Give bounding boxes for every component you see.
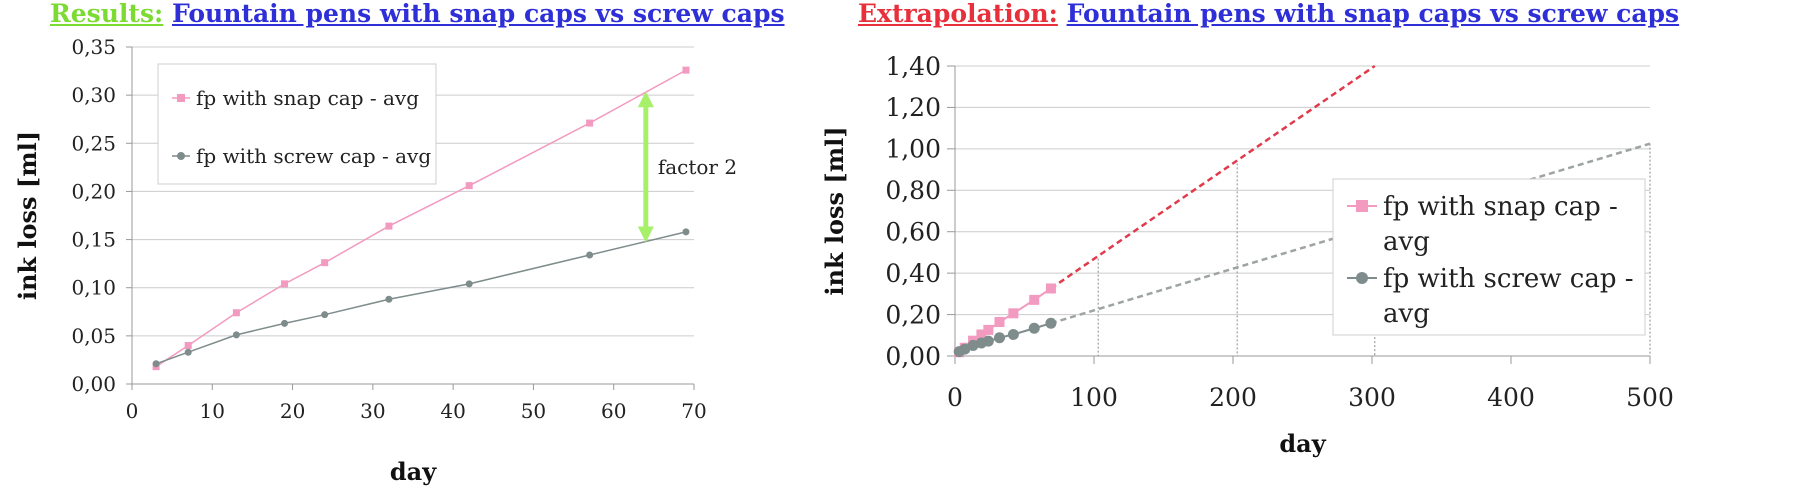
data-point	[1029, 294, 1040, 305]
y-tick-label: 1,00	[885, 135, 941, 164]
legend-box	[157, 63, 437, 185]
data-point	[465, 280, 473, 288]
legend-label: fp with snap cap - avg	[196, 86, 419, 110]
data-point	[682, 228, 690, 236]
title-prefix-results: Results:	[50, 0, 164, 28]
legend-marker	[177, 94, 185, 102]
x-tick-label: 50	[521, 399, 546, 423]
y-tick-label: 0,40	[885, 259, 941, 288]
x-tick-label: 10	[200, 399, 225, 423]
x-tick-label: 300	[1348, 383, 1396, 412]
chart-title-results: Results: Fountain pens with snap caps vs…	[50, 0, 785, 28]
y-tick-label: 0,60	[885, 217, 941, 246]
chart-results: 0,00 0,05 0,10 0,15 0,20 0,25 0,30 0,35 0 10 20 30 4…	[13, 35, 737, 486]
legend-marker	[1356, 272, 1368, 284]
x-axis-label: day	[390, 457, 437, 486]
trendline-fp-with-snap-cap-avg	[1050, 64, 1376, 290]
data-point	[994, 317, 1005, 328]
data-point	[321, 259, 329, 267]
chart-title-extrapolation: Extrapolation: Fountain pens with snap c…	[858, 0, 1679, 28]
data-point	[586, 251, 594, 259]
legend-marker	[177, 152, 185, 160]
x-tick-label: 0	[126, 399, 139, 423]
data-point	[1007, 328, 1019, 340]
annotation-label: factor 2	[658, 155, 737, 179]
data-point	[385, 222, 393, 230]
factor-arrow	[637, 91, 654, 243]
y-tick-label: 0,35	[71, 35, 116, 59]
data-point	[1008, 308, 1019, 319]
x-tick-label: 0	[947, 383, 963, 412]
data-point	[385, 295, 393, 303]
y-tick-label: 0,00	[885, 342, 941, 371]
x-tick-label: 200	[1209, 383, 1257, 412]
data-point	[959, 343, 971, 355]
y-tick-label: 1,40	[885, 52, 941, 81]
y-tick-label: 0,30	[71, 83, 116, 107]
x-tick-label: 100	[1070, 383, 1118, 412]
x-tick-label: 30	[360, 399, 385, 423]
y-tick-label: 0,20	[71, 179, 116, 203]
legend: fp with snap cap - avg fp with screw cap …	[157, 63, 437, 185]
legend-label: fp with screw cap - avg	[196, 144, 431, 168]
data-point	[184, 341, 192, 349]
data-point	[465, 182, 473, 190]
y-tick-label: 0,80	[885, 176, 941, 205]
y-tick-label: 0,15	[71, 228, 116, 252]
data-point	[1028, 322, 1040, 334]
y-axis-label: ink loss [ml]	[820, 126, 849, 295]
data-point	[993, 332, 1005, 344]
legend-label: fp with screw cap -avg	[1383, 264, 1634, 329]
title-prefix-extrapolation: Extrapolation:	[858, 0, 1058, 28]
arrow-head-up	[637, 91, 654, 108]
data-point	[281, 319, 289, 327]
data-point	[983, 324, 994, 335]
legend: fp with snap cap -avg fp with screw cap -…	[1332, 178, 1646, 336]
data-point	[152, 360, 160, 368]
data-point	[184, 348, 192, 356]
y-tick-label: 0,25	[71, 131, 116, 155]
data-point	[281, 280, 289, 288]
title-main-results: Fountain pens with snap caps vs screw ca…	[172, 0, 785, 28]
data-point	[982, 335, 994, 347]
y-axis-label: ink loss [ml]	[13, 131, 42, 300]
legend-item: fp with screw cap - avg	[172, 144, 431, 168]
legend-box	[1332, 178, 1646, 336]
y-tick-label: 0,20	[885, 300, 941, 329]
data-point	[232, 331, 240, 339]
legend-item: fp with snap cap -avg	[1347, 192, 1618, 257]
legend-label: fp with snap cap -avg	[1383, 192, 1618, 257]
x-tick-label: 500	[1626, 383, 1674, 412]
x-tick-label: 70	[681, 399, 706, 423]
y-tick-label: 0,00	[71, 372, 116, 396]
legend-item: fp with snap cap - avg	[172, 86, 419, 110]
y-tick-label: 1,20	[885, 93, 941, 122]
title-main-extrapolation: Fountain pens with snap caps vs screw ca…	[1066, 0, 1680, 28]
legend-marker	[1356, 200, 1368, 212]
x-tick-label: 40	[440, 399, 465, 423]
x-tick-label: 400	[1487, 383, 1535, 412]
legend-item: fp with screw cap -avg	[1347, 264, 1634, 329]
chart-extrapolation: 0,00 0,20 0,40 0,60 0,80 1,00 1,20 1,40 0 100 200 3…	[820, 52, 1674, 458]
x-tick-label: 60	[601, 399, 626, 423]
series-line-fp-with-screw-cap-avg	[155, 231, 687, 365]
data-point	[967, 339, 979, 351]
data-point	[321, 311, 329, 319]
x-axis-label: day	[1279, 429, 1326, 458]
data-point	[586, 119, 594, 127]
arrow-head-down	[637, 226, 654, 243]
data-point	[232, 309, 240, 317]
data-point	[682, 66, 690, 74]
data-point	[976, 329, 987, 340]
data-point	[1045, 317, 1057, 329]
data-point	[1045, 283, 1056, 294]
y-tick-label: 0,10	[71, 276, 116, 300]
x-tick-label: 20	[280, 399, 305, 423]
y-tick-label: 0,05	[71, 324, 116, 348]
